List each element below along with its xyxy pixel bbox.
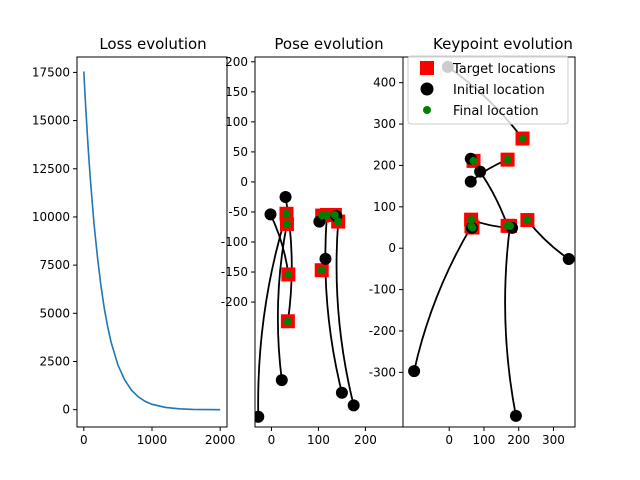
loss-curve: [83, 71, 221, 411]
pose-ytick-label: 50: [233, 145, 248, 159]
loss-ytick-label: 7500: [39, 258, 70, 272]
keypoint-ytick-label: -100: [369, 283, 396, 297]
keypoint-ytick-label: 100: [373, 200, 396, 214]
pose-ytick-label: 0: [240, 175, 248, 189]
legend-initial-marker: [420, 82, 434, 96]
pose-initial-point: [335, 386, 348, 399]
keypoint-xtick-label: 100: [473, 433, 496, 447]
pose-trajectory-line: [335, 221, 355, 406]
keypoint-marks: [408, 60, 575, 422]
keypoint-title: Keypoint evolution: [433, 35, 573, 53]
pose-trajectory-line: [276, 223, 288, 381]
keypoint-plot: 0 100 200 300 -300 -200 -100 0 100 200 300 400: [369, 60, 575, 447]
loss-title: Loss evolution: [99, 35, 206, 53]
pose-xtick-label: 0: [268, 433, 276, 447]
pose-xtick-label: 100: [307, 433, 330, 447]
legend-initial-label: Initial location: [453, 83, 545, 98]
pose-final-point: [334, 217, 343, 226]
pose-ytick-label: -100: [221, 235, 248, 249]
keypoint-ytick-label: 300: [373, 117, 396, 131]
keypoint-final-point: [523, 216, 532, 225]
loss-xtick-label: 0: [80, 433, 88, 447]
pose-ytick-label: 100: [225, 115, 248, 129]
loss-ytick-label: 10000: [32, 210, 70, 224]
keypoint-final-point: [468, 223, 477, 232]
pose-final-point: [282, 219, 291, 228]
keypoint-final-point: [467, 215, 476, 224]
loss-xtick-label: 2000: [205, 433, 236, 447]
legend-box: [407, 55, 569, 125]
keypoint-final-point: [518, 134, 527, 143]
keypoint-trajectory-line: [504, 225, 517, 416]
pose-initial-point: [279, 190, 292, 203]
legend: Target locations Initial location Final …: [407, 55, 569, 125]
keypoint-ytick-label: -200: [369, 324, 396, 338]
loss-ytick-label: 2500: [39, 354, 70, 368]
loss-ytick-label: 5000: [39, 306, 70, 320]
pose-final-point: [283, 317, 292, 326]
keypoint-xtick-label: 300: [542, 433, 565, 447]
keypoint-panel: Keypoint evolution 0 100 200 300 -300 -200 -10…: [369, 35, 576, 447]
pose-ytick-label: 200: [225, 55, 248, 69]
legend-target-marker: [420, 61, 434, 75]
keypoint-final-point: [506, 221, 515, 230]
keypoint-xtick-label: 200: [507, 433, 530, 447]
keypoint-ytick-label: 200: [373, 158, 396, 172]
keypoint-ytick-label: -300: [369, 365, 396, 379]
loss-ytick-label: 17500: [32, 65, 70, 79]
keypoint-trajectory-line: [413, 225, 473, 372]
loss-ytick-label: 12500: [32, 162, 70, 176]
pose-initial-point: [255, 410, 265, 423]
pose-initial-point: [319, 252, 332, 265]
pose-final-point: [322, 210, 331, 219]
pose-xtick-label: 200: [354, 433, 377, 447]
keypoint-xtick-label: 0: [445, 433, 453, 447]
pose-final-point: [284, 270, 293, 279]
keypoint-initial-point: [464, 175, 477, 188]
keypoint-initial-point: [408, 365, 421, 378]
legend-final-label: Final location: [453, 104, 539, 119]
pose-ytick-label: -50: [228, 205, 248, 219]
pose-ytick-label: 150: [225, 85, 248, 99]
legend-final-marker: [423, 106, 431, 114]
keypoint-initial-point: [562, 252, 575, 265]
pose-plot: 0 100 200 -200 -150 -100 -50 0 50 100 150 200: [221, 55, 377, 447]
pose-final-point: [317, 266, 326, 275]
pose-ytick-label: -200: [221, 295, 248, 309]
loss-ytick-label: 0: [62, 403, 70, 417]
loss-panel: Loss evolution 0 1000 2000 0 2500 5000 7500 100…: [32, 35, 236, 447]
pose-initial-point: [264, 208, 277, 221]
pose-marks: [255, 190, 360, 423]
loss-axes-frame: [76, 56, 228, 428]
pose-trajectory-line: [324, 214, 343, 394]
keypoint-ytick-label: 0: [388, 241, 396, 255]
keypoint-initial-point: [509, 409, 522, 422]
pose-title: Pose evolution: [274, 35, 383, 53]
loss-xtick-label: 1000: [137, 433, 168, 447]
keypoint-final-point: [469, 156, 478, 165]
pose-initial-point: [347, 399, 360, 412]
keypoint-final-point: [503, 155, 512, 164]
keypoint-ytick-label: 400: [373, 76, 396, 90]
pose-final-point: [330, 210, 339, 219]
pose-ytick-label: -150: [221, 265, 248, 279]
legend-target-label: Target locations: [452, 62, 556, 77]
keypoint-initial-point: [474, 165, 487, 178]
pose-initial-point: [275, 374, 288, 387]
loss-plot: 0 1000 2000 0 2500 5000 7500 10000 12500 15000 175…: [32, 65, 236, 447]
pose-final-point: [282, 209, 291, 218]
loss-ytick-label: 15000: [32, 114, 70, 128]
